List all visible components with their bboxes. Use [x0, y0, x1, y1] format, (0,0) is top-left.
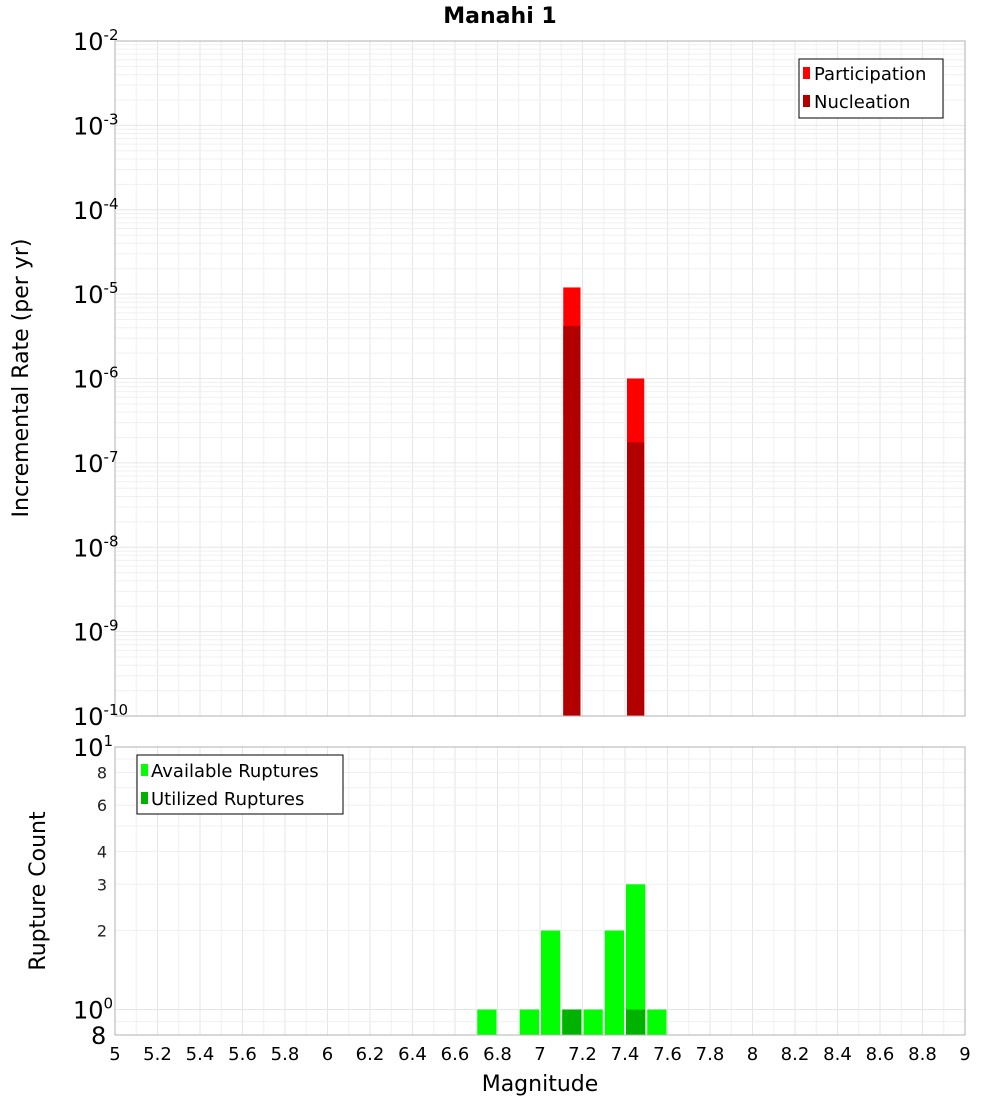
nucleation-bar [563, 325, 581, 716]
rate-legend: Participation Nucleation [798, 58, 944, 119]
x-tick-label: 5 [109, 1044, 120, 1065]
rate-panel: 10-210-310-410-510-610-710-810-910-10 In… [9, 26, 966, 731]
x-tick-label: 5.2 [143, 1044, 172, 1065]
legend-swatch-participation [803, 67, 810, 79]
x-tick-label: 9 [959, 1044, 970, 1065]
x-tick-label: 5.6 [228, 1044, 257, 1065]
x-tick-label: 8.6 [866, 1044, 895, 1065]
x-tick-label: 6.4 [398, 1044, 427, 1065]
available-ruptures-bar [519, 1009, 539, 1035]
rate-grid [114, 41, 966, 717]
legend-swatch-utilized [141, 792, 148, 804]
legend-label-utilized: Utilized Ruptures [151, 789, 304, 810]
legend-swatch-nucleation [803, 95, 810, 107]
legend-label-nucleation: Nucleation [814, 92, 910, 113]
rate-legend-box [798, 58, 944, 119]
x-tick-label: 8.8 [908, 1044, 937, 1065]
count-y-minor-tick-label: 2 [97, 922, 107, 941]
count-y-minor-tick-label: 4 [97, 842, 107, 861]
count-legend-box [136, 754, 344, 815]
x-tick-label: 8 [747, 1044, 758, 1065]
count-y-minor-tick-label: 8 [97, 763, 107, 782]
chart-title: Manahi 1 [443, 4, 556, 29]
count-plot-frame [114, 746, 966, 1036]
rate-plot-frame [114, 40, 966, 717]
x-tick-label: 7.6 [653, 1044, 682, 1065]
x-tick-label: 5.8 [271, 1044, 300, 1065]
x-tick-label: 5.4 [186, 1044, 215, 1065]
x-tick-label: 7.4 [611, 1044, 640, 1065]
nucleation-bar [627, 442, 645, 716]
available-ruptures-bar [647, 1009, 667, 1035]
legend-swatch-available [141, 764, 148, 776]
utilized-ruptures-bar [562, 1009, 582, 1035]
x-tick-label: 8.4 [823, 1044, 852, 1065]
rate-y-axis-label: Incremental Rate (per yr) [9, 239, 34, 518]
available-ruptures-bar [626, 884, 646, 1035]
count-y-minor-tick-label: 3 [97, 875, 107, 894]
x-tick-label: 6 [322, 1044, 333, 1065]
x-tick-label: 6.6 [441, 1044, 470, 1065]
count-y-axis-label: Rupture Count [26, 811, 51, 971]
legend-label-participation: Participation [814, 64, 926, 85]
count-y-minor-tick-label: 6 [97, 796, 107, 815]
legend-label-available: Available Ruptures [151, 761, 319, 782]
x-tick-label: 8.2 [781, 1044, 810, 1065]
available-ruptures-bar [477, 1009, 497, 1035]
count-legend: Available Ruptures Utilized Ruptures [136, 754, 344, 815]
available-ruptures-bar [541, 930, 561, 1035]
available-ruptures-bar [604, 930, 624, 1035]
count-y-tick-label: 8 [91, 1022, 106, 1050]
count-x-ticks: 5 5.2 5.4 5.6 5.8 6 6.2 6.4 6.6 6.8 7 7.2 7.4 7.6 7.8 8… [109, 1044, 970, 1065]
x-axis-label: Magnitude [482, 1072, 599, 1097]
x-tick-label: 6.2 [356, 1044, 385, 1065]
available-ruptures-bar [583, 1009, 603, 1035]
x-tick-label: 7 [534, 1044, 545, 1065]
rate-bars [563, 287, 645, 716]
x-tick-label: 6.8 [483, 1044, 512, 1065]
x-tick-label: 7.8 [696, 1044, 725, 1065]
x-tick-label: 7.2 [568, 1044, 597, 1065]
count-bars [477, 884, 667, 1035]
utilized-ruptures-bar [626, 1009, 646, 1035]
